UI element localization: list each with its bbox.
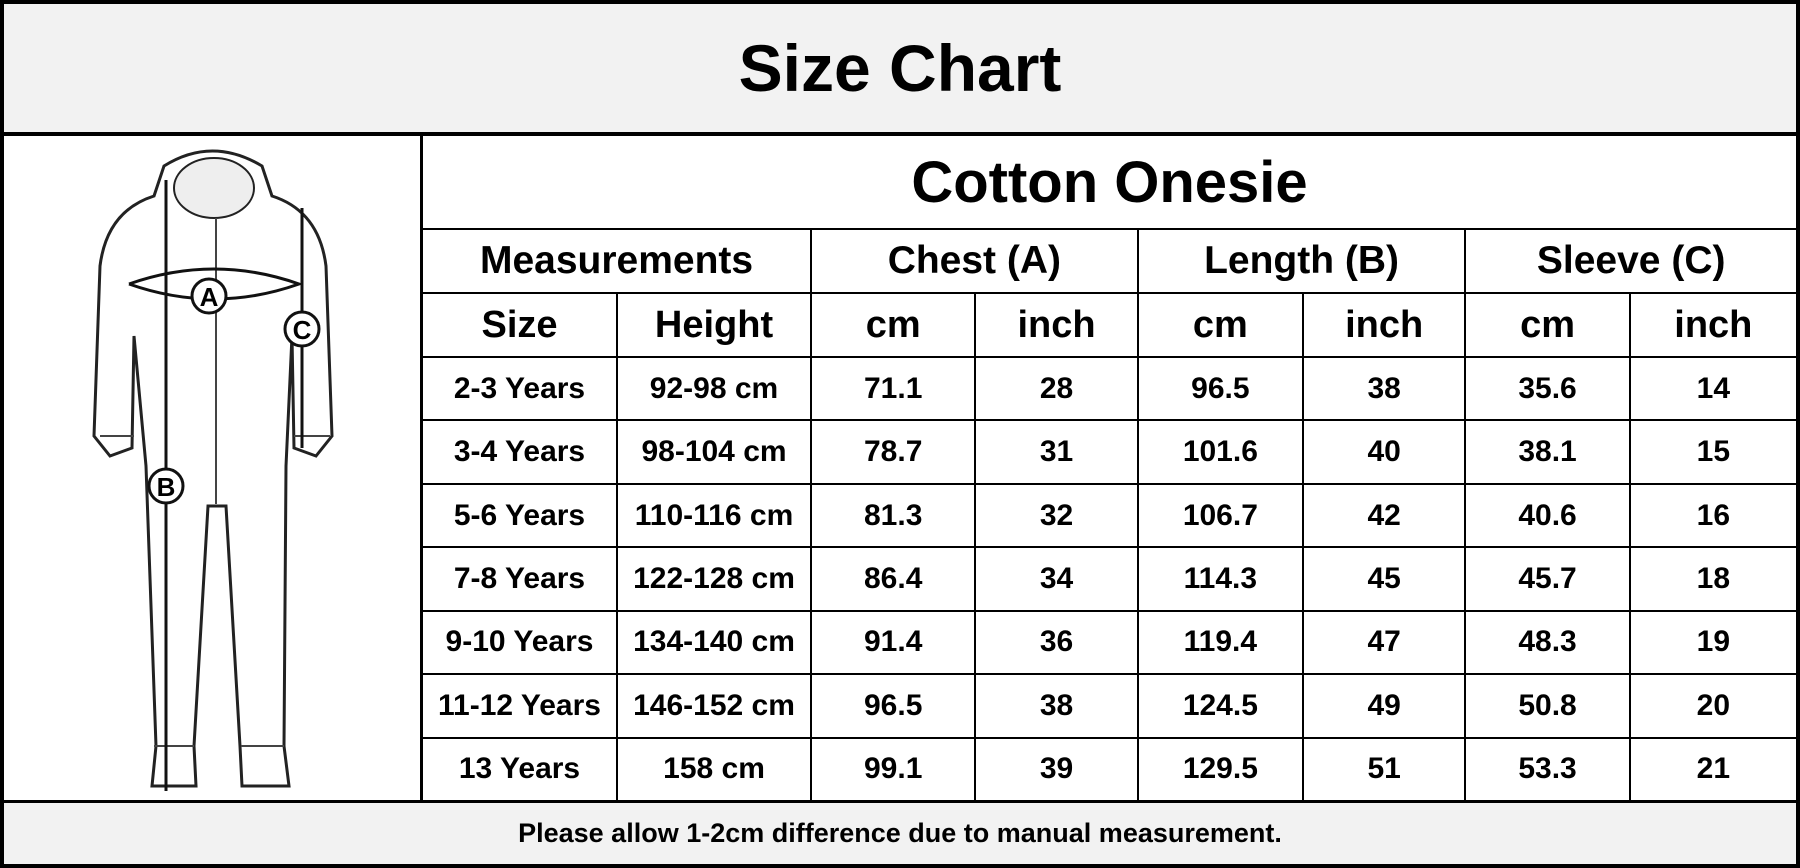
table-cell: 114.3	[1138, 548, 1303, 610]
table-cell: 34	[976, 548, 1137, 610]
table-cell: 5-6 Years	[423, 484, 616, 547]
marker	[283, 310, 321, 348]
table-cell: 47	[1304, 611, 1465, 674]
table-cell: 71.1	[812, 358, 975, 420]
column-header: cm	[1138, 294, 1303, 356]
table-cell: 122-128 cm	[618, 548, 811, 610]
table-cell: 53.3	[1466, 738, 1629, 800]
table-cell: 49	[1304, 675, 1465, 737]
table-cell: 45.7	[1466, 548, 1629, 610]
marker-label: C	[293, 315, 312, 345]
table-cell: 81.3	[812, 484, 975, 547]
table-cell: 124.5	[1138, 675, 1303, 737]
table-cell: 32	[976, 484, 1137, 547]
table-cell: 15	[1630, 421, 1796, 483]
table-cell: 91.4	[812, 611, 975, 674]
table-cell: 40.6	[1466, 484, 1629, 547]
chest-arrow	[128, 267, 304, 301]
table-cell: 45	[1304, 548, 1465, 610]
table-cell: 146-152 cm	[618, 675, 811, 737]
table-cell: 14	[1630, 358, 1796, 420]
table-cell: 42	[1304, 484, 1465, 547]
table-cell: 13 Years	[423, 738, 616, 800]
onesie-illustration: A B C	[92, 149, 334, 791]
group-header: Chest (A)	[812, 230, 1137, 292]
table-cell: 78.7	[812, 421, 975, 483]
table-cell: 134-140 cm	[618, 611, 811, 674]
table-cell: 158 cm	[618, 738, 811, 800]
table-cell: 99.1	[812, 738, 975, 800]
table-cell: 36	[976, 611, 1137, 674]
table-cell: 96.5	[1138, 358, 1303, 420]
marker-label: A	[200, 282, 219, 312]
illustration-panel: A B C	[4, 136, 423, 800]
table-cell: 28	[976, 358, 1137, 420]
group-header: Sleeve (C)	[1466, 230, 1796, 292]
table-cell: 38	[1304, 358, 1465, 420]
table-title: Cotton Onesie	[423, 136, 1796, 228]
table-cell: 16	[1630, 484, 1796, 547]
column-header: Size	[423, 294, 616, 356]
column-header: cm	[1466, 294, 1629, 356]
table-cell: 86.4	[812, 548, 975, 610]
footer-note: Please allow 1-2cm difference due to man…	[4, 800, 1796, 864]
table-cell: 51	[1304, 738, 1465, 800]
table-cell: 35.6	[1466, 358, 1629, 420]
table-cell: 11-12 Years	[423, 675, 616, 737]
table-cell: 106.7	[1138, 484, 1303, 547]
column-header: inch	[976, 294, 1137, 356]
size-table: Cotton Onesie Measurements Chest (A) Lengt…	[423, 136, 1796, 800]
table-cell: 9-10 Years	[423, 611, 616, 674]
table-cell: 19	[1630, 611, 1796, 674]
table-cell: 3-4 Years	[423, 421, 616, 483]
table-cell: 20	[1630, 675, 1796, 737]
table-cell: 31	[976, 421, 1137, 483]
column-header: Height	[618, 294, 811, 356]
table-cell: 18	[1630, 548, 1796, 610]
onesie-outline	[92, 149, 334, 788]
table-cell: 119.4	[1138, 611, 1303, 674]
table-cell: 48.3	[1466, 611, 1629, 674]
table-cell: 2-3 Years	[423, 358, 616, 420]
table-cell: 92-98 cm	[618, 358, 811, 420]
hood	[173, 157, 255, 219]
table-cell: 129.5	[1138, 738, 1303, 800]
table-cell: 96.5	[812, 675, 975, 737]
table-cell: 39	[976, 738, 1137, 800]
column-header: cm	[812, 294, 975, 356]
table-cell: 110-116 cm	[618, 484, 811, 547]
table-cell: 98-104 cm	[618, 421, 811, 483]
table-cell: 7-8 Years	[423, 548, 616, 610]
group-header: Length (B)	[1138, 230, 1465, 292]
chart-title: Size Chart	[4, 4, 1796, 136]
column-header: inch	[1630, 294, 1796, 356]
table-cell: 21	[1630, 738, 1796, 800]
table-cell: 38	[976, 675, 1137, 737]
table-cell: 38.1	[1466, 421, 1629, 483]
table-cell: 40	[1304, 421, 1465, 483]
table-cell: 101.6	[1138, 421, 1303, 483]
marker	[190, 277, 228, 315]
column-header: inch	[1304, 294, 1465, 356]
marker	[147, 467, 185, 505]
marker-label: B	[157, 472, 176, 502]
table-cell: 50.8	[1466, 675, 1629, 737]
group-header: Measurements	[423, 230, 811, 292]
